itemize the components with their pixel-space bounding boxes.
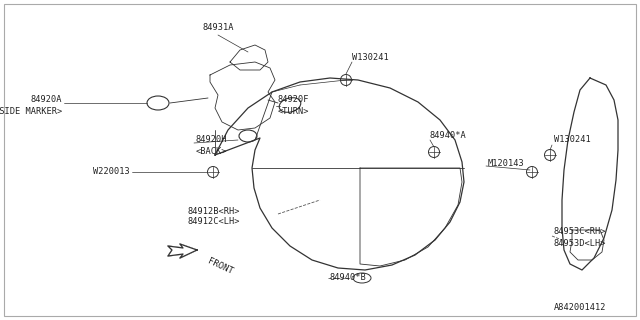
Text: 84940*A: 84940*A — [430, 132, 467, 140]
Text: M120143: M120143 — [488, 158, 525, 167]
Text: W220013: W220013 — [93, 167, 130, 177]
Text: <SIDE MARKER>: <SIDE MARKER> — [0, 107, 62, 116]
Text: 84940*B: 84940*B — [330, 274, 367, 283]
Text: 84920A: 84920A — [31, 95, 62, 105]
Text: FRONT: FRONT — [206, 257, 234, 276]
Text: 84912B<RH>: 84912B<RH> — [188, 206, 241, 215]
Text: <TURN>: <TURN> — [278, 107, 310, 116]
Text: 84953C<RH>: 84953C<RH> — [554, 228, 607, 236]
Text: 84912C<LH>: 84912C<LH> — [188, 218, 241, 227]
Text: 84953D<LH>: 84953D<LH> — [554, 238, 607, 247]
Text: 84920H: 84920H — [196, 135, 227, 145]
Text: 84931A: 84931A — [202, 23, 234, 33]
Text: A842001412: A842001412 — [554, 303, 606, 313]
Text: W130241: W130241 — [554, 135, 591, 145]
Polygon shape — [168, 244, 197, 258]
Text: W130241: W130241 — [352, 53, 388, 62]
Text: 84920F: 84920F — [278, 95, 310, 105]
Text: <BACK>: <BACK> — [196, 147, 227, 156]
